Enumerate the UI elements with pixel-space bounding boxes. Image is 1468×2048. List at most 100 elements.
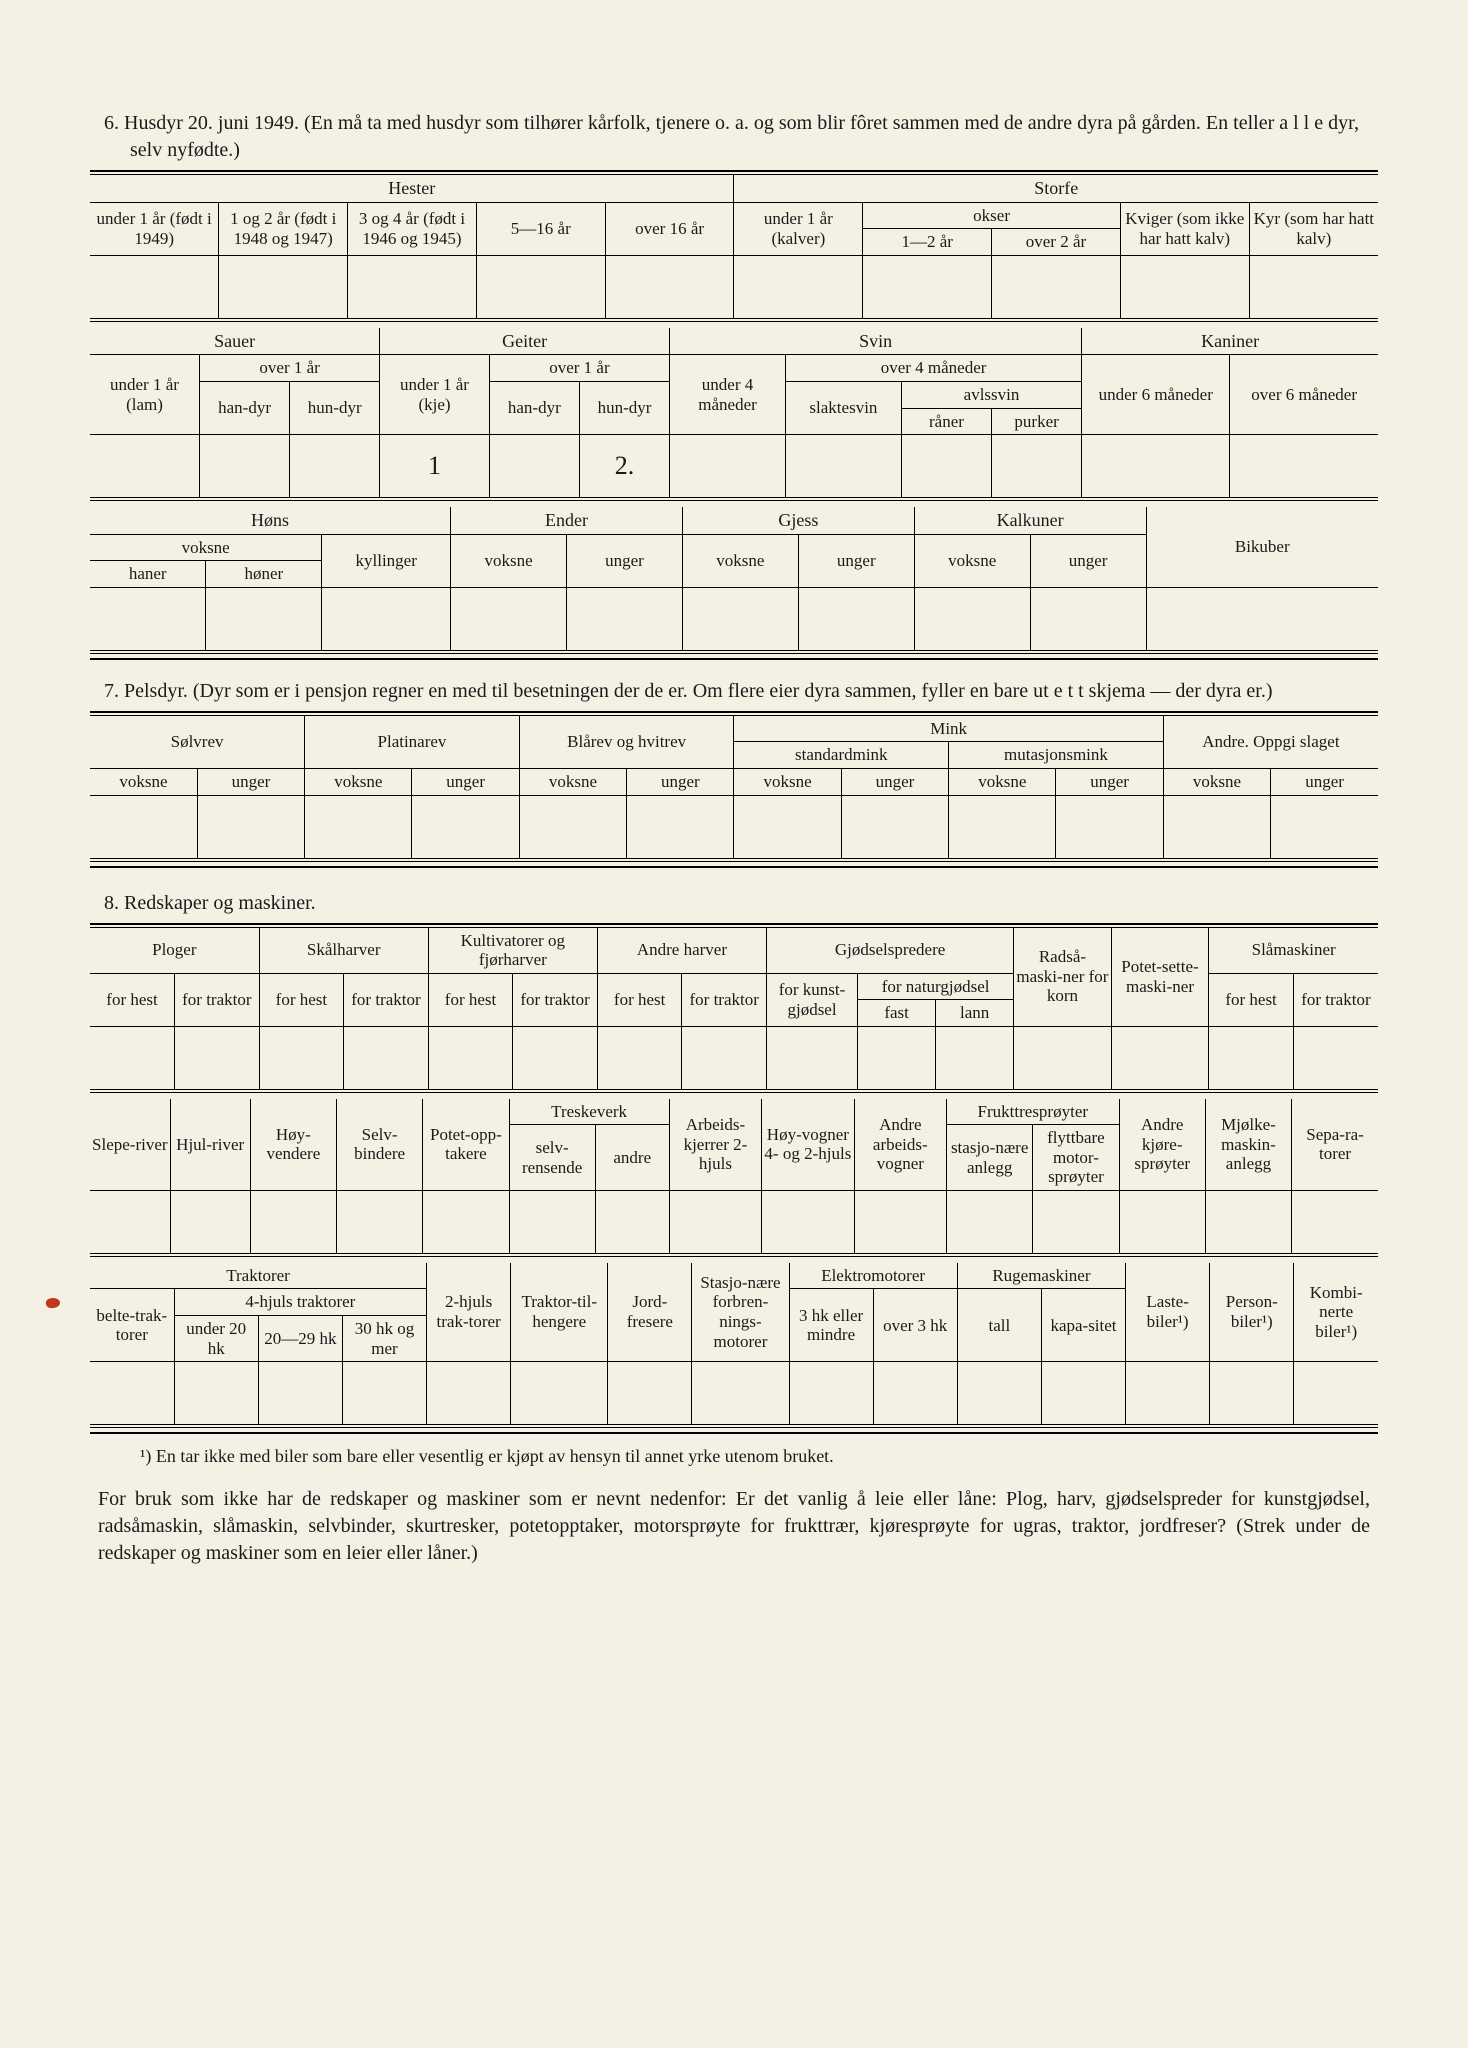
cell bbox=[567, 587, 683, 650]
col: tall bbox=[957, 1289, 1041, 1362]
cell bbox=[513, 1026, 598, 1089]
cell bbox=[90, 795, 197, 858]
cell bbox=[305, 795, 412, 858]
cell bbox=[785, 435, 901, 498]
col: Høy-vendere bbox=[250, 1099, 336, 1191]
col: avlssvin bbox=[901, 382, 1081, 409]
rule bbox=[90, 861, 1378, 862]
col: unger bbox=[1030, 534, 1146, 587]
table-redskaper-2: Slepe-river Hjul-river Høy-vendere Selv-… bbox=[90, 1099, 1378, 1254]
col: for traktor bbox=[682, 973, 767, 1026]
cell-handwritten: 2. bbox=[579, 435, 669, 498]
col: under 1 år (kje) bbox=[380, 355, 489, 435]
col: Kviger (som ikke har hatt kalv) bbox=[1120, 202, 1249, 255]
col: Kultivatorer og fjørharver bbox=[428, 928, 597, 974]
cell bbox=[428, 1026, 513, 1089]
rule bbox=[90, 1432, 1378, 1434]
gjess-header: Gjess bbox=[682, 507, 914, 534]
cell bbox=[992, 255, 1121, 318]
cell bbox=[174, 1362, 258, 1425]
col: Andre harver bbox=[597, 928, 766, 974]
cell bbox=[762, 1190, 854, 1253]
col: voksne bbox=[949, 768, 1056, 795]
cell bbox=[734, 255, 863, 318]
cell bbox=[1294, 1362, 1378, 1425]
cell bbox=[423, 1190, 509, 1253]
cell bbox=[342, 1362, 426, 1425]
col: andre bbox=[595, 1125, 669, 1191]
cell bbox=[873, 1362, 957, 1425]
cell bbox=[605, 255, 734, 318]
col: Høy-vogner 4- og 2-hjuls bbox=[762, 1099, 854, 1191]
cell bbox=[1126, 1362, 1210, 1425]
cell bbox=[1163, 795, 1270, 858]
section-6-heading: 6. Husdyr 20. juni 1949. (En må ta med h… bbox=[90, 110, 1378, 164]
cell bbox=[336, 1190, 422, 1253]
geiter-header: Geiter bbox=[380, 328, 670, 355]
rule bbox=[90, 321, 1378, 322]
rule bbox=[90, 923, 1378, 925]
table-pelsdyr: Sølvrev Platinarev Blårev og hvitrev Min… bbox=[90, 716, 1378, 859]
col: 4-hjuls traktorer bbox=[174, 1289, 426, 1316]
col: Platinarev bbox=[305, 716, 520, 769]
rule bbox=[90, 170, 1378, 172]
col: Traktor-til-hengere bbox=[511, 1263, 608, 1362]
ender-header: Ender bbox=[451, 507, 683, 534]
col: Sepa-ra-torer bbox=[1292, 1099, 1378, 1191]
col: Ploger bbox=[90, 928, 259, 974]
col: over 2 år bbox=[992, 229, 1121, 256]
col: Treskeverk bbox=[509, 1099, 669, 1125]
col: Kombi-nerte biler¹) bbox=[1294, 1263, 1378, 1362]
col: 20—29 hk bbox=[258, 1316, 342, 1362]
cell bbox=[947, 1190, 1033, 1253]
col: over 16 år bbox=[605, 202, 734, 255]
col: unger bbox=[197, 768, 304, 795]
col: voksne bbox=[90, 768, 197, 795]
rule bbox=[90, 1256, 1378, 1257]
sauer-header: Sauer bbox=[90, 328, 380, 355]
col: Potet-opp-takere bbox=[423, 1099, 509, 1191]
col: lann bbox=[936, 1000, 1014, 1027]
col: 3 og 4 år (født i 1946 og 1945) bbox=[348, 202, 477, 255]
hester-header: Hester bbox=[90, 175, 734, 202]
col: unger bbox=[798, 534, 914, 587]
col: Potet-sette-maski-ner bbox=[1111, 928, 1209, 1027]
cell bbox=[199, 435, 289, 498]
rule bbox=[90, 653, 1378, 654]
cell bbox=[258, 1362, 342, 1425]
rule bbox=[90, 1092, 1378, 1093]
col: Slepe-river bbox=[90, 1099, 170, 1191]
col: Blårev og hvitrev bbox=[519, 716, 734, 769]
cell bbox=[348, 255, 477, 318]
col: under 1 år (kalver) bbox=[734, 202, 863, 255]
col: for traktor bbox=[344, 973, 429, 1026]
section-7-heading: 7. Pelsdyr. (Dyr som er i pensjon regner… bbox=[90, 678, 1378, 705]
col: voksne bbox=[90, 534, 322, 561]
col: over 6 måneder bbox=[1230, 355, 1378, 435]
col: Sølvrev bbox=[90, 716, 305, 769]
cell-handwritten: 1 bbox=[380, 435, 489, 498]
cell bbox=[1120, 255, 1249, 318]
cell bbox=[322, 587, 451, 650]
cell bbox=[863, 255, 992, 318]
col: purker bbox=[992, 408, 1082, 435]
col: Traktorer bbox=[90, 1263, 427, 1289]
cell bbox=[519, 795, 626, 858]
col: kyllinger bbox=[322, 534, 451, 587]
cell bbox=[170, 1190, 250, 1253]
cell bbox=[427, 1362, 511, 1425]
col: under 1 år (lam) bbox=[90, 355, 199, 435]
cell bbox=[608, 1362, 692, 1425]
col: Hjul-river bbox=[170, 1099, 250, 1191]
col: Gjødselspredere bbox=[767, 928, 1014, 974]
cell bbox=[412, 795, 519, 858]
cell bbox=[1210, 1362, 1294, 1425]
cell bbox=[1056, 795, 1163, 858]
cell bbox=[219, 255, 348, 318]
cell bbox=[1249, 255, 1378, 318]
col: hun-dyr bbox=[290, 382, 380, 435]
cell bbox=[854, 1190, 946, 1253]
cell bbox=[259, 1026, 344, 1089]
cell bbox=[511, 1362, 608, 1425]
col: over 4 måneder bbox=[785, 355, 1081, 382]
